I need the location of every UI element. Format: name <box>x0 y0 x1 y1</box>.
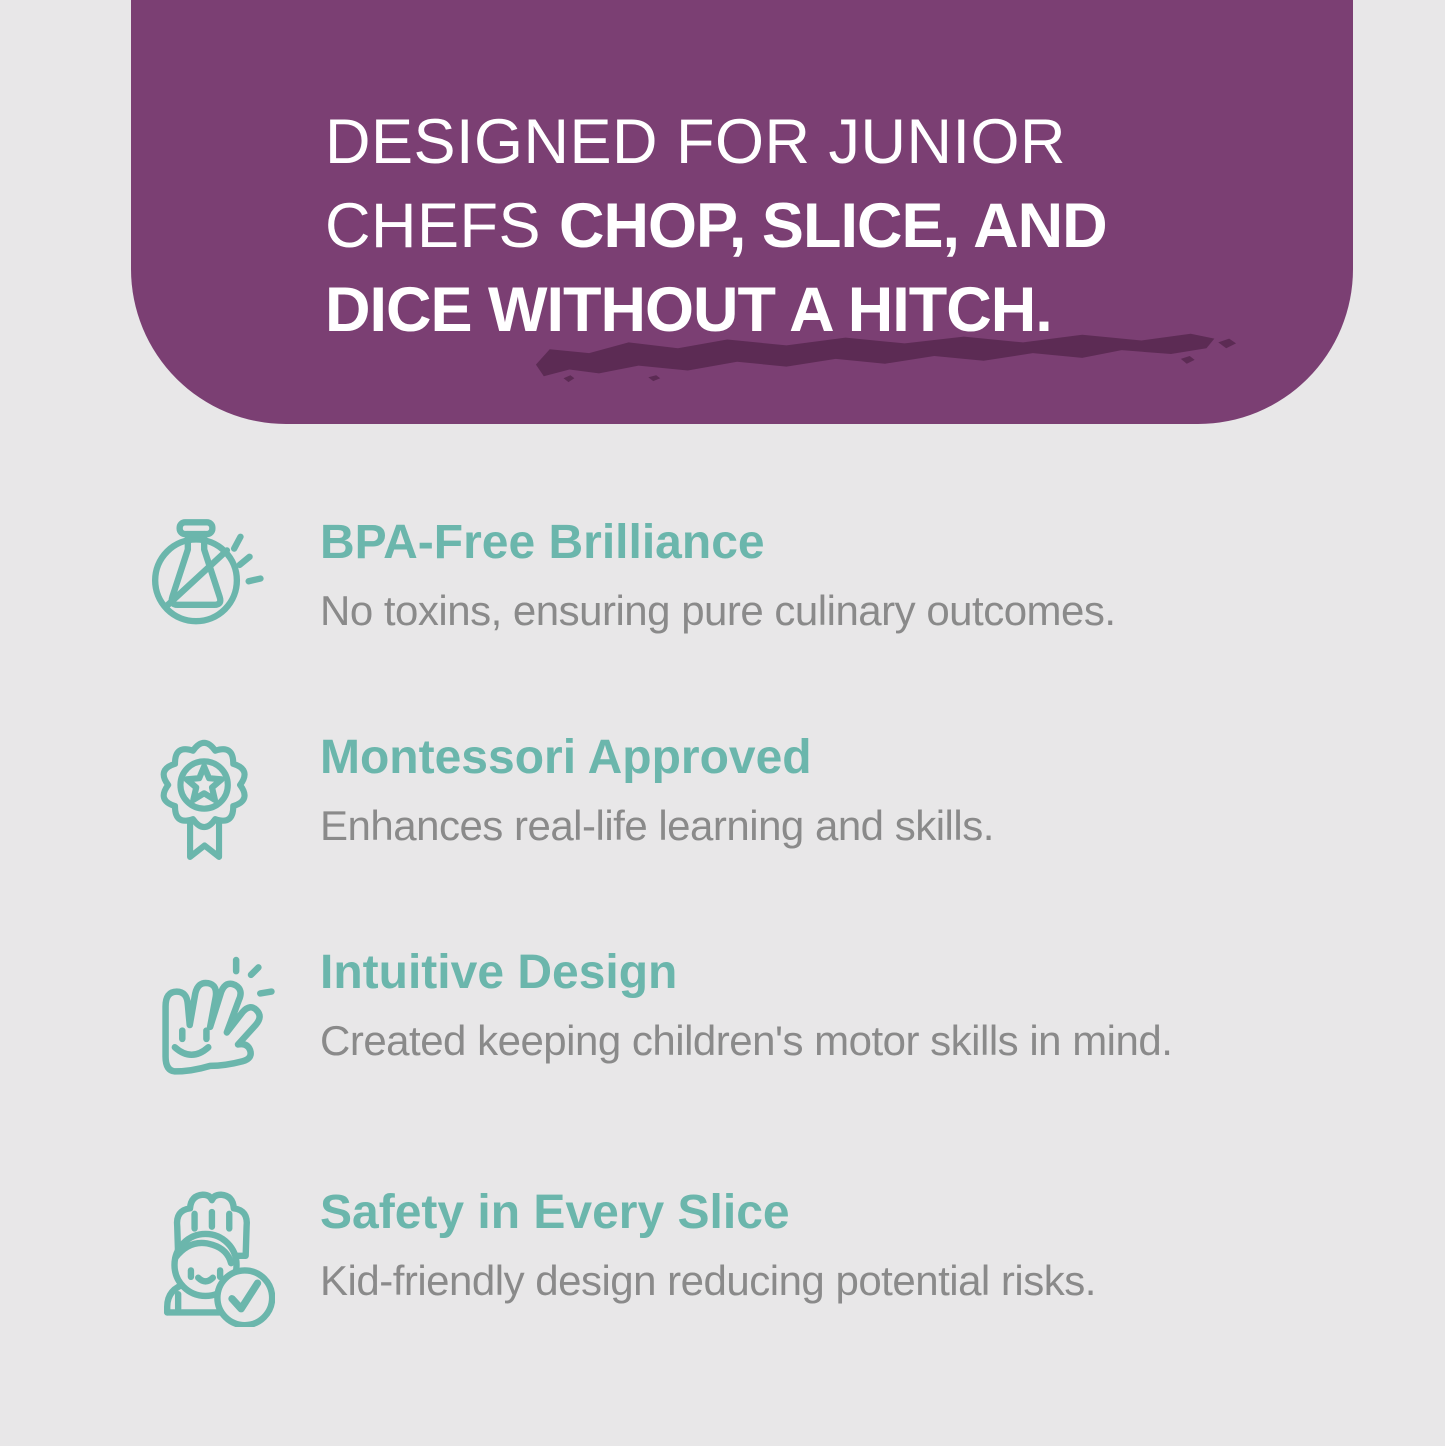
feature-text-montessori: Montessori Approved Enhances real-life l… <box>320 724 1350 852</box>
feature-text-bpa-free: BPA-Free Brilliance No toxins, ensuring … <box>320 509 1350 637</box>
feature-description: Kid-friendly design reducing potential r… <box>320 1257 1096 1305</box>
brush-stroke-underline <box>535 333 1237 383</box>
feature-row-bpa-free: BPA-Free Brilliance No toxins, ensuring … <box>147 509 1350 637</box>
smiling-hand-icon <box>147 939 282 1077</box>
headline-line-3: DICE WITHOUT A HITCH. <box>325 275 1053 345</box>
feature-row-montessori: Montessori Approved Enhances real-life l… <box>147 724 1350 864</box>
feature-description: No toxins, ensuring pure culinary outcom… <box>320 587 1116 635</box>
headline-line-2: CHEFS CHOP, SLICE, AND <box>325 191 1108 261</box>
feature-description: Created keeping children's motor skills … <box>320 1017 1173 1065</box>
feature-row-safety: Safety in Every Slice Kid-friendly desig… <box>147 1179 1350 1327</box>
feature-title: Montessori Approved <box>320 731 812 784</box>
headline: DESIGNED FOR JUNIOR CHEFS CHOP, SLICE, A… <box>325 100 1108 352</box>
feature-title: Intuitive Design <box>320 946 678 999</box>
feature-text-safety: Safety in Every Slice Kid-friendly desig… <box>320 1179 1350 1307</box>
header-banner: DESIGNED FOR JUNIOR CHEFS CHOP, SLICE, A… <box>131 0 1353 424</box>
montessori-medal-icon <box>147 724 282 864</box>
no-bpa-flask-icon <box>147 509 282 633</box>
headline-line-1: DESIGNED FOR JUNIOR <box>325 107 1067 177</box>
feature-row-intuitive: Intuitive Design Created keeping childre… <box>147 939 1350 1077</box>
feature-title: BPA-Free Brilliance <box>320 516 765 569</box>
feature-text-intuitive: Intuitive Design Created keeping childre… <box>320 939 1350 1067</box>
feature-description: Enhances real-life learning and skills. <box>320 802 994 850</box>
kid-chef-check-icon <box>147 1179 282 1327</box>
feature-title: Safety in Every Slice <box>320 1186 790 1239</box>
